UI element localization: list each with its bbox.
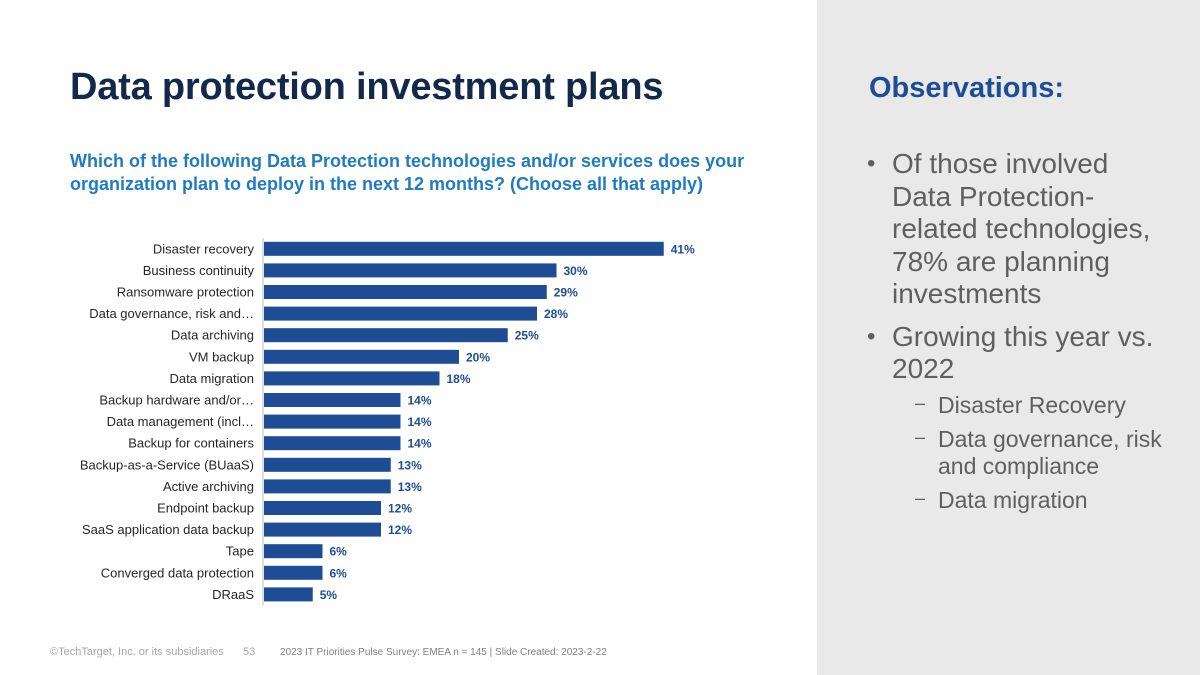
observation-subitem-text: Disaster Recovery xyxy=(938,391,1126,418)
data-label: 6% xyxy=(330,566,348,580)
bullet-dot-icon: • xyxy=(867,150,876,177)
bar xyxy=(264,371,440,386)
data-label: 5% xyxy=(320,588,338,602)
observations-list: • Of those involved Data Protection-relat… xyxy=(865,148,1165,524)
dash-icon: – xyxy=(915,392,926,413)
bar xyxy=(264,306,537,321)
data-label: 14% xyxy=(408,437,432,451)
data-label: 13% xyxy=(398,480,422,494)
observation-subitem-text: Data governance, risk and compliance xyxy=(938,425,1162,479)
observation-subitem: – Data migration xyxy=(892,487,1165,514)
observation-text: Growing this year vs. 2022 xyxy=(892,320,1154,385)
observation-sublist: – Disaster Recovery – Data governance, risk… xyxy=(892,392,1165,514)
bar xyxy=(264,457,391,472)
bar xyxy=(264,522,381,537)
category-label: Tape xyxy=(226,544,254,559)
slide-title: Data protection investment plans xyxy=(70,66,664,108)
category-label: Backup for containers xyxy=(128,436,254,451)
bar xyxy=(264,263,557,278)
survey-question: Which of the following Data Protection t… xyxy=(70,151,745,194)
category-label: Converged data protection xyxy=(101,565,254,580)
category-label: Data governance, risk and… xyxy=(89,306,254,321)
bar xyxy=(264,414,401,429)
data-label: 18% xyxy=(447,372,471,386)
data-label: 30% xyxy=(564,264,588,278)
data-label: 12% xyxy=(388,502,412,516)
observation-subitem: – Data governance, risk and compliance xyxy=(892,426,1165,480)
dash-icon: – xyxy=(915,487,926,508)
dash-icon: – xyxy=(915,426,926,447)
category-label: SaaS application data backup xyxy=(82,522,254,537)
category-label: Business continuity xyxy=(143,263,255,278)
observations-title: Observations: xyxy=(869,72,1064,104)
bar xyxy=(264,587,313,602)
bar xyxy=(264,501,381,515)
bullet-dot-icon: • xyxy=(867,322,876,350)
category-label: Ransomware protection xyxy=(117,285,254,300)
observation-subitem-text: Data migration xyxy=(938,486,1088,513)
category-label: Data migration xyxy=(169,371,254,386)
data-label: 13% xyxy=(398,458,422,472)
data-label: 12% xyxy=(388,523,412,537)
observation-bullet: • Growing this year vs. 2022– Disaster Rec… xyxy=(865,321,1165,514)
bar xyxy=(264,349,459,364)
data-label: 20% xyxy=(466,350,490,364)
category-label: Backup hardware and/or… xyxy=(99,393,254,408)
category-label: DRaaS xyxy=(212,587,254,602)
category-label: Active archiving xyxy=(163,479,254,494)
bar xyxy=(264,544,323,559)
data-label: 28% xyxy=(544,307,568,321)
data-label: 29% xyxy=(554,286,578,300)
category-label: Backup-as-a-Service (BUaaS) xyxy=(80,457,254,472)
data-label: 6% xyxy=(330,545,348,559)
category-label: Endpoint backup xyxy=(157,501,254,516)
bar xyxy=(264,436,401,451)
bar xyxy=(264,565,323,580)
source-note: 2023 IT Priorities Pulse Survey: EMEA n … xyxy=(280,647,607,658)
category-label: Disaster recovery xyxy=(153,241,255,256)
data-label: 14% xyxy=(408,394,432,408)
page-number: 53 xyxy=(243,646,256,658)
observation-text: Of those involved Data Protection-relate… xyxy=(892,148,1151,309)
observation-subitem: – Disaster Recovery xyxy=(892,392,1165,419)
bar xyxy=(264,241,664,256)
category-label: Data management (incl… xyxy=(107,414,254,429)
bar xyxy=(264,479,391,494)
bar xyxy=(264,328,508,343)
data-label: 41% xyxy=(671,242,695,256)
bar-chart: Disaster recovery 41% Business continuity 3… xyxy=(80,238,695,606)
category-label: Data archiving xyxy=(171,328,254,343)
bar xyxy=(264,393,401,407)
bar xyxy=(264,285,547,299)
observation-bullet: • Of those involved Data Protection-relat… xyxy=(865,148,1165,311)
data-label: 14% xyxy=(408,415,432,429)
category-label: VM backup xyxy=(189,349,254,364)
observations-panel: Observations: • Of those involved Data Pr… xyxy=(817,0,1200,675)
data-label: 25% xyxy=(515,329,539,343)
copyright-notice: ©TechTarget, Inc. or its subsidiaries xyxy=(50,646,224,658)
